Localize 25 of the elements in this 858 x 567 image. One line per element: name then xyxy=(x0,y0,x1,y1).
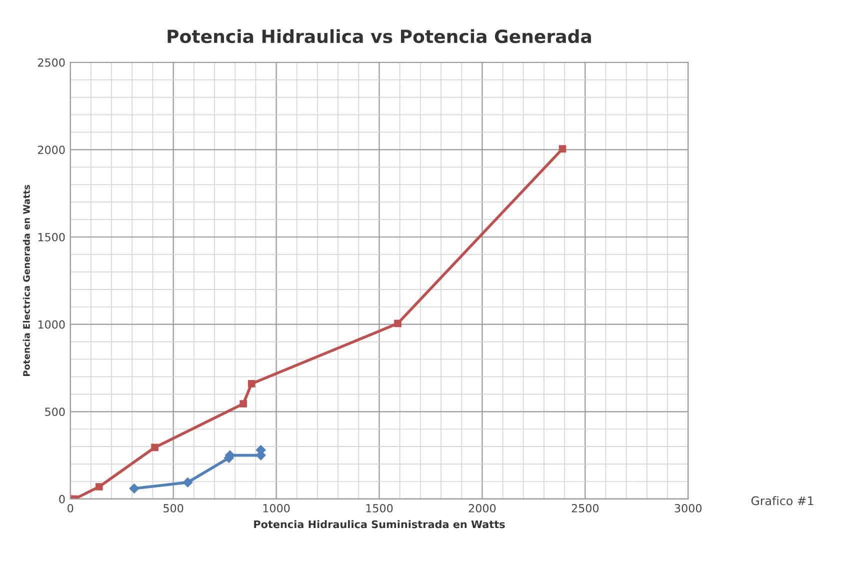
point xyxy=(558,145,566,152)
x-tick-label: 2000 xyxy=(468,504,496,512)
point xyxy=(96,483,103,490)
y-tick-label: 0 xyxy=(59,494,65,504)
chart-title: Potencia Hidraulica vs Potencia Generada xyxy=(168,29,591,44)
x-axis-title: Potencia Hidraulica Suministrada en Watts xyxy=(254,520,505,528)
point xyxy=(248,380,256,388)
point xyxy=(129,484,140,494)
point xyxy=(394,320,402,328)
x-tick-label: 3000 xyxy=(674,504,702,512)
y-tick-label: 2000 xyxy=(38,146,65,154)
text: Grafico #1 xyxy=(751,496,814,506)
x-tick-label: 0 xyxy=(68,504,74,512)
x-tick-label: 500 xyxy=(164,504,184,512)
x-tick-label: 1000 xyxy=(263,504,290,512)
y-tick-label: 2500 xyxy=(38,58,65,67)
point xyxy=(182,477,193,488)
x-tick-label: 2500 xyxy=(572,504,599,512)
y-axis-title: Potencia Electrica Generada en Watts xyxy=(22,184,30,376)
point xyxy=(240,400,247,408)
x-tick-label: 1500 xyxy=(366,504,393,512)
y-tick-label: 1000 xyxy=(38,320,65,329)
y-tick-label: 1500 xyxy=(38,232,65,242)
point xyxy=(151,444,158,452)
y-tick-label: 500 xyxy=(45,408,65,416)
